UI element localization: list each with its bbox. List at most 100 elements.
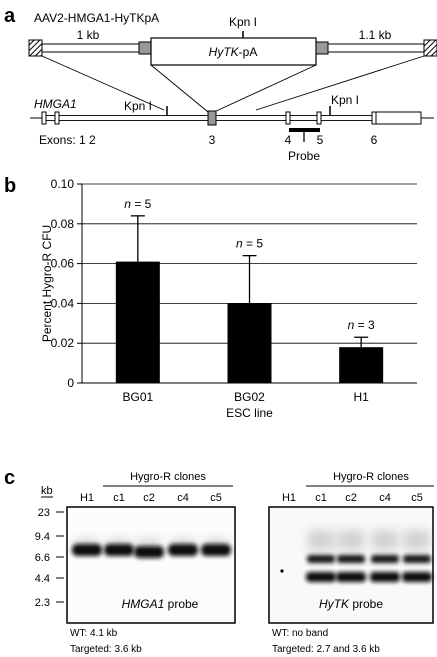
exon3-right-part bbox=[315, 41, 329, 55]
cassette-label: HyTK-pA bbox=[209, 45, 258, 59]
band bbox=[201, 544, 231, 556]
y-tick-label: 0.02 bbox=[51, 336, 75, 350]
right-blot-bands bbox=[280, 530, 432, 582]
exon-6-utr bbox=[375, 111, 422, 125]
exon-5 bbox=[316, 111, 322, 125]
band-upper bbox=[307, 555, 335, 563]
kpn-label-top: Kpn I bbox=[229, 15, 257, 29]
marker-label: 6.6 bbox=[35, 552, 50, 564]
hytk-pa-cassette bbox=[150, 37, 317, 66]
panel-label-c: c bbox=[4, 467, 15, 489]
itr-right bbox=[423, 39, 437, 57]
bar-bg01 bbox=[115, 261, 160, 383]
lane-label: c2 bbox=[143, 492, 155, 504]
x-tick-label: H1 bbox=[353, 390, 369, 404]
crossover-lines bbox=[41, 55, 425, 113]
right-probe-label: HyTK probe bbox=[319, 597, 383, 611]
kpn-label-left: Kpn I bbox=[124, 99, 152, 113]
lane-label: c1 bbox=[315, 492, 327, 504]
exon-4-label: 4 bbox=[285, 133, 292, 147]
blot-speck bbox=[280, 569, 284, 573]
transcript-region bbox=[41, 115, 373, 121]
exon-3-label: 3 bbox=[209, 133, 216, 147]
exon3-left-part bbox=[138, 41, 152, 55]
band bbox=[72, 544, 102, 556]
exon-2 bbox=[54, 111, 60, 125]
panel-c: c kb 23 9.4 6.6 4.4 2.3 Hygro-R clones H1 c1 c… bbox=[4, 467, 434, 655]
construct-name: AAV2-HMGA1-HyTKpA bbox=[34, 11, 159, 25]
panel-label-a: a bbox=[4, 5, 16, 27]
band-lower bbox=[402, 572, 432, 582]
lane-label: c5 bbox=[210, 492, 222, 504]
lane-label: c4 bbox=[177, 492, 189, 504]
band-lower bbox=[306, 572, 336, 582]
marker-label: 23 bbox=[38, 507, 50, 519]
smear bbox=[404, 530, 430, 550]
y-axis-label: Percent Hygro-R CFU bbox=[40, 225, 54, 342]
gene-name: HMGA1 bbox=[34, 97, 77, 111]
x-tick-label: BG02 bbox=[234, 390, 265, 404]
n-annotation: n = 5 bbox=[124, 197, 151, 211]
n-annotation: n = 3 bbox=[348, 318, 375, 332]
exon-6-label: 6 bbox=[371, 133, 378, 147]
x-tick-label: BG01 bbox=[122, 390, 153, 404]
kpn-label-right: Kpn I bbox=[331, 93, 359, 107]
lane-label: H1 bbox=[80, 492, 94, 504]
exons-label: Exons: 1 2 bbox=[39, 133, 96, 147]
left-blot-bands bbox=[72, 539, 231, 558]
band-upper bbox=[337, 555, 365, 563]
exon-5-label: 5 bbox=[317, 133, 324, 147]
bar-chart: 0 0.02 0.04 0.06 0.08 0.10 n = 5 BG01 n = 5 BG02 n… bbox=[40, 177, 417, 420]
x-axis-label: ESC line bbox=[226, 406, 273, 420]
lane-label: c5 bbox=[411, 492, 423, 504]
n-annotation: n = 5 bbox=[236, 237, 263, 251]
left-probe-label: HMGA1 probe bbox=[122, 597, 199, 611]
lane-label: c4 bbox=[379, 492, 391, 504]
y-tick-label: 0.10 bbox=[51, 177, 75, 191]
left-wt-note: WT: 4.1 kb bbox=[70, 628, 118, 639]
lane-label: c1 bbox=[113, 492, 125, 504]
panel-a: a AAV2-HMGA1-HyTKpA 1 kb 1.1 kb Kpn I Hy… bbox=[4, 5, 437, 163]
probe-bar bbox=[289, 128, 320, 132]
size-markers: 23 9.4 6.6 4.4 2.3 bbox=[35, 507, 64, 609]
smear bbox=[338, 530, 364, 550]
right-wt-note: WT: no band bbox=[272, 628, 328, 639]
right-arm-size: 1.1 kb bbox=[359, 28, 392, 42]
panel-label-b: b bbox=[4, 175, 16, 197]
right-hygro-label: Hygro-R clones bbox=[333, 471, 409, 483]
band bbox=[104, 544, 134, 556]
left-homology-arm bbox=[41, 43, 140, 53]
exon-3 bbox=[207, 110, 217, 126]
bar-h1 bbox=[339, 347, 384, 383]
bar-bg02 bbox=[227, 303, 272, 383]
left-hygro-label: Hygro-R clones bbox=[130, 471, 206, 483]
probe-label: Probe bbox=[288, 149, 320, 163]
exon-1 bbox=[41, 111, 47, 125]
band-upper bbox=[371, 555, 399, 563]
smear bbox=[137, 539, 161, 548]
marker-label: 4.4 bbox=[35, 573, 50, 585]
right-blot bbox=[268, 506, 434, 624]
right-homology-arm bbox=[327, 43, 425, 53]
band bbox=[134, 546, 164, 558]
exon-6 bbox=[371, 111, 377, 125]
y-tick-label: 0.04 bbox=[51, 296, 75, 310]
left-lane-labels: H1 c1 c2 c4 c5 bbox=[80, 492, 222, 504]
itr-left bbox=[28, 39, 43, 57]
y-tick-label: 0 bbox=[67, 376, 74, 390]
panel-b: b 0 0.02 0.04 0.06 0.08 0.10 n = 5 BG01 n = 5 BG0… bbox=[4, 175, 417, 420]
lane-label: c2 bbox=[345, 492, 357, 504]
lane-label: H1 bbox=[282, 492, 296, 504]
marker-label: 9.4 bbox=[35, 531, 50, 543]
exon-4 bbox=[285, 111, 291, 125]
right-lane-labels: H1 c1 c2 c4 c5 bbox=[282, 492, 423, 504]
band bbox=[168, 544, 198, 556]
kb-label: kb bbox=[41, 485, 53, 497]
right-targeted-note: Targeted: 2.7 and 3.6 kb bbox=[272, 644, 380, 655]
smear bbox=[372, 530, 398, 550]
smear bbox=[308, 530, 334, 550]
band-upper bbox=[403, 555, 431, 563]
left-arm-size: 1 kb bbox=[77, 28, 100, 42]
marker-label: 2.3 bbox=[35, 597, 50, 609]
